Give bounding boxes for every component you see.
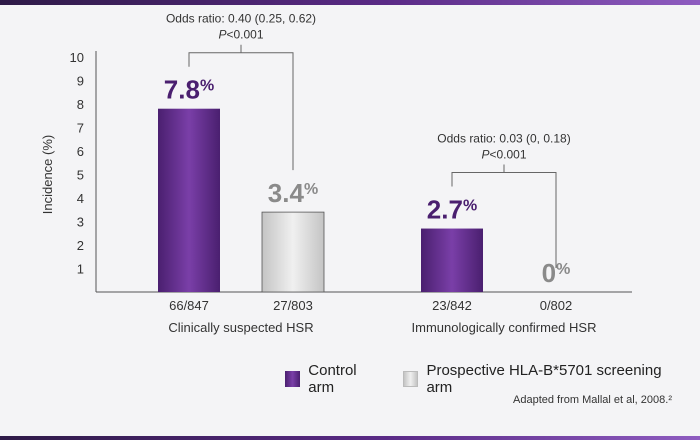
bar-count-label: 66/847 — [169, 298, 209, 313]
legend-item-control: Control arm — [285, 362, 383, 396]
bar-value-label: 3.4% — [268, 178, 318, 208]
odds-ratio-label: Odds ratio: 0.40 (0.25, 0.62) — [166, 12, 316, 26]
y-axis-label: Incidence (%) — [40, 135, 55, 214]
legend-item-screening: Prospective HLA-B*5701 screening arm — [403, 362, 680, 396]
y-tick-label: 4 — [77, 191, 84, 206]
bar-value-label: 7.8% — [164, 75, 214, 105]
bottom-accent-bar — [0, 436, 700, 440]
bar-control — [158, 108, 220, 292]
bar-value-label: 0% — [542, 258, 571, 288]
legend-swatch-control — [285, 371, 301, 387]
bar-screening — [261, 211, 325, 293]
p-value-label: P<0.001 — [218, 28, 263, 42]
bar-count-label: 0/802 — [540, 298, 573, 313]
y-tick-label: 3 — [77, 215, 84, 230]
y-tick-label: 2 — [77, 238, 84, 253]
top-accent-bar — [0, 0, 700, 5]
p-value-label: P<0.001 — [481, 148, 526, 162]
y-tick-label: 5 — [77, 168, 84, 183]
bar-value-label: 2.7% — [427, 195, 477, 225]
y-tick-label: 7 — [77, 121, 84, 136]
legend-label-screening: Prospective HLA-B*5701 screening arm — [426, 362, 662, 396]
y-tick-label: 8 — [77, 97, 84, 112]
legend: Control arm Prospective HLA-B*5701 scree… — [285, 362, 700, 396]
group-label: Immunologically confirmed HSR — [412, 320, 597, 335]
y-tick-label: 9 — [77, 74, 84, 89]
legend-swatch-screening — [403, 371, 419, 387]
source-note: Adapted from Mallal et al, 2008.² — [513, 394, 672, 406]
legend-label-control: Control arm — [308, 362, 357, 396]
bar-count-label: 27/803 — [273, 298, 313, 313]
y-tick-label: 1 — [77, 262, 84, 277]
odds-ratio-label: Odds ratio: 0.03 (0, 0.18) — [437, 132, 570, 146]
group-label: Clinically suspected HSR — [168, 320, 313, 335]
y-tick-label: 6 — [77, 144, 84, 159]
y-tick-label: 10 — [70, 50, 84, 65]
bar-control — [421, 228, 483, 292]
bar-count-label: 23/842 — [432, 298, 472, 313]
